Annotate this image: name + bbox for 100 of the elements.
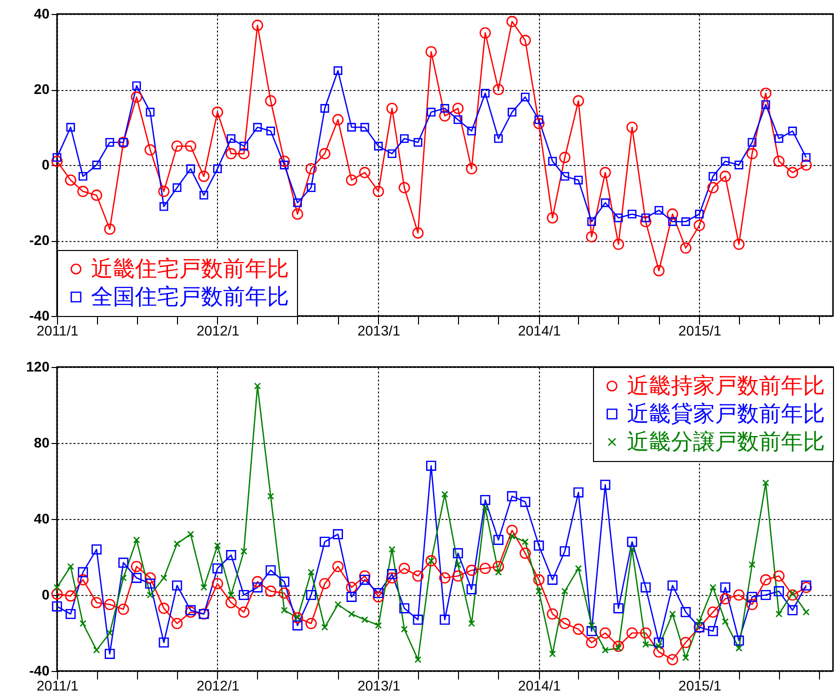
point [238, 590, 249, 600]
point [93, 646, 100, 654]
point [200, 584, 208, 591]
point [174, 540, 180, 548]
point [506, 16, 518, 28]
point [600, 198, 610, 208]
y-tick-label: -20 [29, 232, 50, 248]
point [626, 122, 638, 133]
point [586, 636, 598, 648]
point [710, 584, 716, 591]
y-tick-label: -40 [29, 308, 50, 324]
point [720, 593, 731, 604]
point [228, 592, 235, 598]
point [574, 176, 583, 184]
point [386, 569, 398, 580]
point [452, 570, 464, 582]
point [90, 596, 102, 608]
point [133, 536, 140, 544]
point [802, 608, 810, 616]
point [254, 382, 261, 390]
point [655, 642, 662, 650]
point [186, 605, 196, 616]
point [373, 588, 384, 598]
point [54, 584, 60, 591]
point [788, 126, 797, 136]
point [800, 582, 812, 594]
point [185, 606, 196, 618]
x-tick-label: 2015/1 [678, 322, 722, 338]
point [493, 534, 504, 545]
point [187, 530, 194, 538]
point [494, 568, 502, 576]
point [132, 81, 141, 90]
point [77, 186, 89, 198]
point [292, 208, 304, 220]
y-tick-label: 0 [42, 156, 50, 172]
point [802, 153, 811, 162]
point [492, 84, 504, 96]
point [508, 108, 516, 117]
point [360, 574, 370, 585]
x-tick-label: 2012/1 [196, 322, 240, 338]
point [760, 88, 772, 99]
point [185, 140, 196, 152]
point [266, 126, 276, 136]
point [360, 122, 370, 132]
point [694, 210, 704, 218]
point [653, 265, 665, 276]
point [130, 91, 142, 103]
point [666, 208, 678, 220]
point [158, 602, 170, 614]
point [106, 630, 114, 636]
point [480, 27, 491, 39]
point [680, 242, 692, 254]
point [681, 217, 690, 226]
point [612, 640, 624, 652]
point [332, 114, 344, 126]
point [546, 212, 558, 224]
point [506, 491, 518, 502]
point [92, 160, 101, 170]
point [64, 590, 76, 602]
x-tick-label: 2011/1 [36, 322, 79, 338]
point [586, 231, 598, 242]
y-tick-label: 40 [34, 510, 50, 526]
point [640, 216, 652, 228]
point [747, 592, 758, 602]
point [722, 618, 729, 626]
point [454, 561, 462, 568]
point [321, 624, 328, 631]
point [466, 163, 478, 174]
point [66, 122, 75, 132]
point [547, 574, 558, 585]
point [506, 524, 518, 536]
point [332, 529, 343, 540]
y-tick-label: -40 [29, 662, 50, 678]
legend-label: 近畿住宅戸数前年比 [91, 256, 289, 281]
point [372, 591, 384, 603]
point [414, 138, 422, 147]
point [746, 148, 758, 160]
point [78, 567, 88, 578]
point [412, 227, 424, 239]
point [440, 614, 450, 625]
point [386, 102, 398, 114]
point [118, 604, 130, 615]
point [560, 546, 570, 556]
point [682, 654, 690, 662]
point [439, 572, 450, 584]
point [482, 504, 489, 512]
point [265, 586, 276, 597]
point [600, 480, 610, 490]
point [144, 572, 156, 584]
point [212, 106, 224, 118]
point [414, 656, 422, 664]
point [279, 576, 290, 587]
point [774, 134, 784, 143]
point [305, 618, 317, 630]
point [707, 606, 719, 618]
point [520, 34, 531, 46]
point [533, 574, 545, 586]
point [346, 174, 358, 186]
point [560, 172, 570, 181]
point [213, 164, 222, 174]
